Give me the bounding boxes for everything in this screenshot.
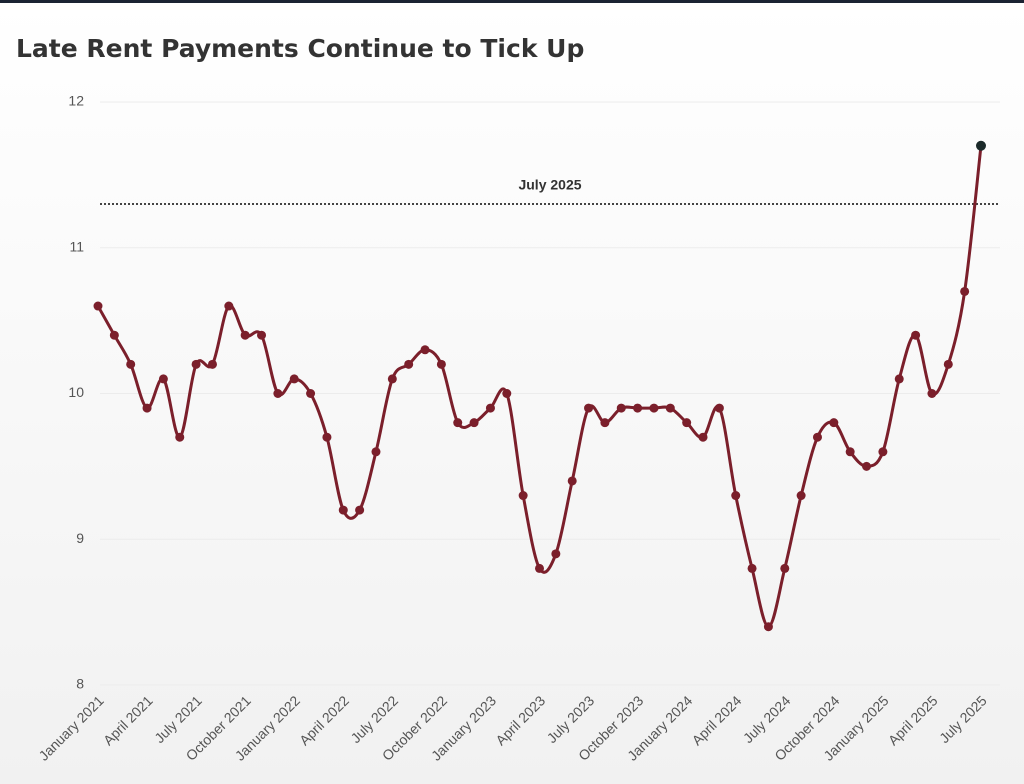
y-tick-label: 11 (69, 238, 84, 254)
point (207, 359, 217, 369)
point (796, 491, 806, 501)
point (436, 359, 446, 369)
point (469, 418, 479, 428)
y-tick-label: 8 (76, 676, 84, 692)
chart-title: Late Rent Payments Continue to Tick Up (16, 34, 584, 63)
point (698, 432, 708, 442)
point (93, 301, 103, 311)
point (535, 563, 544, 573)
point (584, 403, 594, 413)
point (257, 330, 267, 340)
point (289, 374, 299, 384)
point (616, 403, 626, 413)
point (404, 359, 414, 369)
point (420, 345, 430, 355)
point (943, 359, 953, 369)
point (829, 418, 839, 428)
point (714, 403, 724, 413)
point (175, 432, 185, 442)
point (142, 403, 152, 413)
point (682, 418, 692, 428)
point (862, 461, 872, 471)
point (878, 447, 888, 457)
top-border (0, 0, 1024, 3)
reference-label: July 2025 (518, 177, 581, 193)
point (191, 359, 201, 369)
point (453, 418, 463, 428)
point (780, 563, 790, 573)
point (371, 447, 381, 457)
point (649, 403, 659, 413)
point (518, 491, 528, 501)
y-tick-label: 12 (68, 93, 84, 109)
point (960, 286, 970, 296)
y-tick-label: 9 (76, 530, 84, 546)
point (158, 374, 168, 384)
point (633, 403, 643, 413)
point (224, 301, 234, 311)
point (240, 330, 250, 340)
point (109, 330, 119, 340)
point (126, 359, 136, 369)
point (567, 476, 577, 486)
point (600, 418, 610, 428)
point (927, 389, 937, 398)
point (747, 563, 757, 573)
point (812, 432, 822, 442)
point (665, 403, 675, 413)
y-tick-label: 10 (68, 384, 84, 400)
point (976, 140, 986, 151)
point (322, 432, 332, 442)
point (763, 622, 773, 632)
point (387, 374, 397, 384)
point (894, 374, 904, 384)
point (845, 447, 855, 457)
point (502, 389, 512, 398)
point (355, 505, 365, 515)
point (306, 389, 316, 398)
point (911, 330, 921, 340)
point (731, 491, 741, 501)
point (551, 549, 561, 559)
point (273, 389, 283, 398)
point (485, 403, 495, 413)
point (338, 505, 348, 515)
